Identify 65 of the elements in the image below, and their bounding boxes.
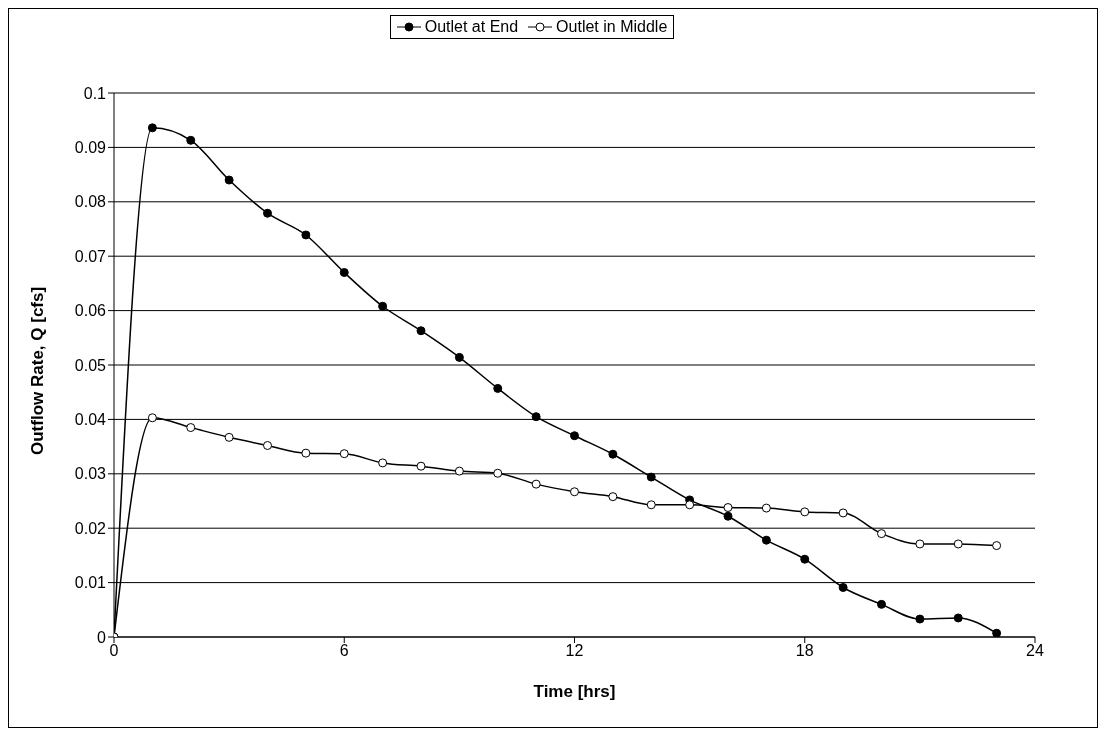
point: [416, 461, 426, 471]
point: [493, 468, 503, 478]
point: [646, 500, 656, 510]
point: [454, 466, 464, 476]
y-tick-label: 0.04: [74, 411, 107, 429]
point: [378, 458, 388, 468]
point: [800, 554, 810, 564]
point: [570, 487, 579, 497]
y-tick-label: 0: [97, 628, 107, 646]
y-tick-label: 0.05: [74, 356, 107, 374]
y-tick-label: 0.07: [74, 247, 107, 265]
y-tick-label: 0.03: [74, 465, 107, 483]
x-tick-label: 24: [1026, 642, 1044, 660]
legend-label: Outlet at End: [423, 18, 519, 36]
point: [147, 413, 157, 423]
point: [147, 123, 157, 133]
point: [378, 301, 388, 311]
point: [531, 479, 541, 489]
x-tick-label: 6: [339, 642, 349, 660]
point: [953, 613, 963, 623]
point: [953, 539, 963, 549]
point: [992, 541, 1002, 551]
point: [339, 449, 349, 459]
point: [224, 175, 234, 185]
y-tick-label: 0.06: [74, 302, 107, 320]
point: [186, 135, 196, 145]
point: [838, 508, 848, 518]
legend-label: Outlet in Middle: [555, 18, 668, 36]
point: [301, 448, 311, 458]
point: [224, 432, 234, 442]
point: [761, 503, 771, 513]
point: [723, 511, 733, 521]
point: [761, 535, 771, 545]
point: [608, 449, 618, 459]
y-axis-title: Outflow Rate, Q [cfs]: [28, 286, 48, 455]
point: [915, 539, 925, 549]
point: [454, 352, 464, 362]
point: [263, 441, 272, 451]
point: [838, 583, 848, 592]
point: [877, 599, 886, 609]
point: [416, 326, 426, 336]
x-tick-label: 12: [565, 642, 584, 660]
y-tick-label: 0.1: [83, 84, 107, 102]
point: [877, 529, 886, 539]
point: [608, 492, 618, 502]
point: [493, 383, 503, 393]
x-axis-title: Time [hrs]: [533, 682, 616, 701]
x-tick-label: 18: [795, 642, 814, 660]
point: [646, 472, 656, 482]
y-tick-label: 0.01: [74, 574, 107, 592]
point: [263, 208, 272, 218]
point: [723, 503, 733, 513]
point: [531, 412, 541, 422]
y-tick-label: 0.09: [74, 139, 107, 157]
point: [339, 268, 349, 278]
point: [301, 230, 311, 240]
point: [186, 423, 196, 433]
x-tick-label: 0: [109, 642, 119, 660]
point: [570, 431, 579, 441]
y-tick-label: 0.08: [74, 193, 107, 211]
point: [800, 507, 810, 517]
y-tick-label: 0.02: [74, 519, 107, 537]
point: [992, 628, 1002, 637]
point: [915, 614, 925, 624]
point: [685, 500, 695, 510]
